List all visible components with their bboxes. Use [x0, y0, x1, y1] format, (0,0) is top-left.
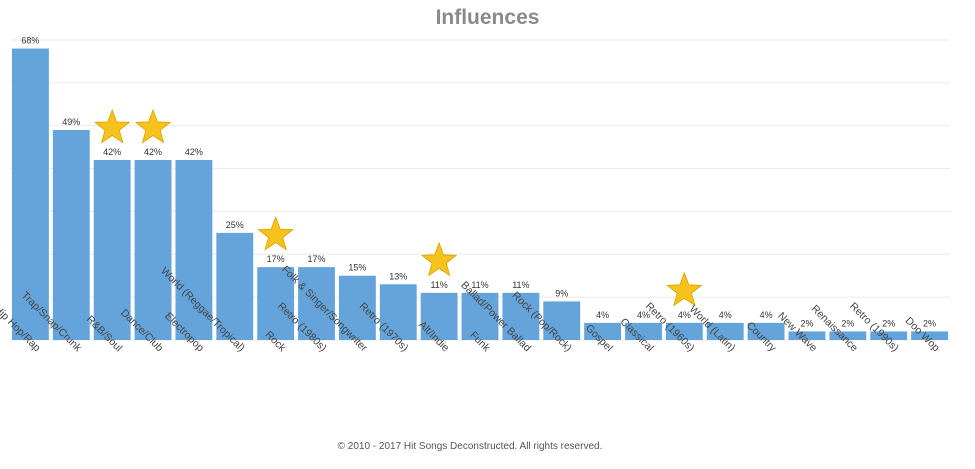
bar	[584, 322, 622, 340]
bar	[379, 284, 417, 340]
data-label: 17%	[267, 254, 285, 264]
data-label: 42%	[103, 147, 121, 157]
data-label: 4%	[719, 310, 732, 320]
star-icon	[420, 241, 458, 277]
star-icon	[134, 108, 172, 144]
data-label: 49%	[62, 117, 80, 127]
bar	[502, 292, 540, 340]
data-label: 68%	[21, 36, 39, 46]
bar	[625, 322, 662, 340]
bar	[543, 301, 581, 340]
star-markers	[94, 108, 703, 307]
bar	[93, 160, 131, 340]
bar	[338, 275, 376, 340]
bar	[788, 331, 826, 340]
chart-title: Influences	[435, 6, 540, 29]
data-label: 4%	[760, 310, 773, 320]
copyright-notice: © 2010 - 2017 Hit Songs Deconstructed. A…	[337, 441, 603, 452]
data-label: 25%	[226, 220, 244, 230]
bar	[52, 130, 90, 340]
data-label: 4%	[596, 310, 609, 320]
data-labels: 68% 49% 42% 42% 42% 25% 17% 17% 15% 13% 11% 11% 11% 9…	[21, 36, 936, 329]
bar	[257, 267, 295, 340]
data-label: 13%	[389, 271, 407, 281]
data-label: 9%	[555, 288, 568, 298]
bar	[298, 267, 335, 340]
star-icon	[257, 215, 294, 251]
data-label: 2%	[923, 318, 936, 328]
data-label: 4%	[678, 310, 691, 320]
data-label: 11%	[430, 280, 447, 290]
star-icon	[94, 108, 131, 144]
bar	[665, 322, 703, 340]
bar	[12, 48, 49, 340]
data-label: 42%	[144, 147, 162, 157]
bar	[706, 322, 744, 340]
bar	[747, 322, 785, 340]
data-label: 4%	[637, 310, 650, 320]
data-label: 11%	[512, 280, 529, 290]
data-label: 17%	[308, 254, 326, 264]
data-label: 15%	[348, 263, 366, 273]
bar	[870, 331, 908, 340]
data-label: 11%	[471, 280, 488, 290]
data-label: 42%	[185, 147, 203, 157]
bar	[911, 331, 948, 340]
bar	[420, 292, 458, 340]
data-label: 2%	[800, 318, 813, 328]
bar	[175, 160, 213, 340]
bar	[829, 331, 867, 340]
bar	[134, 160, 172, 340]
star-icon	[666, 271, 703, 307]
bars	[12, 48, 948, 340]
bar	[216, 232, 254, 340]
data-label: 2%	[882, 318, 895, 328]
bar	[461, 292, 499, 340]
data-label: 2%	[841, 318, 854, 328]
